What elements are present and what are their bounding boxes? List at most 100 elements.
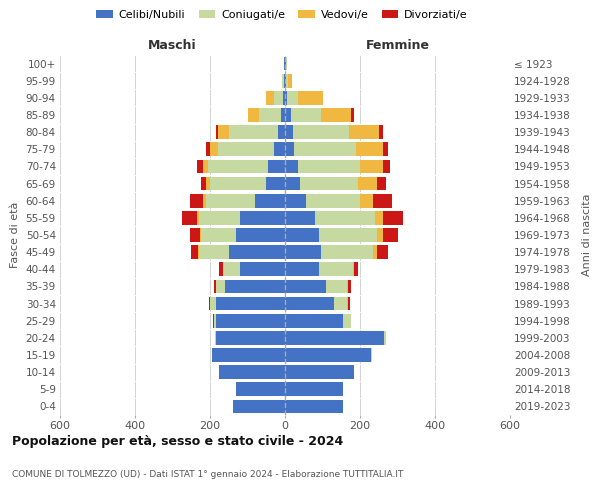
Bar [203, 160, 208, 173]
Bar [229, 126, 277, 139]
Bar [199, 228, 200, 242]
Bar [203, 194, 206, 207]
Bar [225, 280, 285, 293]
Bar [355, 262, 358, 276]
Bar [285, 382, 343, 396]
Bar [212, 348, 285, 362]
Legend: Celibi/Nubili, Coniugati/e, Vedovi/e, Divorziati/e: Celibi/Nubili, Coniugati/e, Vedovi/e, Di… [92, 6, 472, 25]
Bar [347, 296, 349, 310]
Bar [229, 246, 285, 259]
Bar [236, 228, 285, 242]
Text: Popolazione per età, sesso e stato civile - 2024: Popolazione per età, sesso e stato civil… [12, 435, 343, 448]
Bar [199, 246, 229, 259]
Bar [209, 296, 210, 310]
Bar [383, 160, 390, 173]
Bar [284, 56, 285, 70]
Bar [199, 211, 240, 224]
Bar [266, 176, 285, 190]
Bar [215, 280, 225, 293]
Bar [319, 228, 377, 242]
Bar [285, 194, 305, 207]
Bar [285, 56, 286, 70]
Bar [200, 176, 206, 190]
Bar [223, 262, 240, 276]
Bar [283, 91, 285, 104]
Bar [210, 142, 218, 156]
Bar [334, 296, 347, 310]
Bar [377, 176, 386, 190]
Bar [285, 348, 371, 362]
Bar [285, 262, 319, 276]
Bar [214, 280, 215, 293]
Bar [343, 314, 350, 328]
Bar [284, 74, 285, 88]
Bar [281, 108, 285, 122]
Bar [213, 314, 214, 328]
Bar [215, 126, 218, 139]
Bar [206, 194, 255, 207]
Bar [326, 280, 347, 293]
Bar [360, 194, 373, 207]
Bar [285, 126, 293, 139]
Bar [240, 211, 285, 224]
Bar [286, 56, 287, 70]
Bar [191, 246, 198, 259]
Bar [349, 126, 379, 139]
Bar [373, 246, 377, 259]
Bar [266, 91, 274, 104]
Bar [285, 74, 286, 88]
Bar [285, 280, 326, 293]
Bar [182, 211, 197, 224]
Bar [285, 91, 287, 104]
Bar [293, 126, 349, 139]
Bar [348, 280, 351, 293]
Bar [300, 176, 358, 190]
Bar [197, 211, 199, 224]
Bar [347, 280, 348, 293]
Bar [274, 142, 285, 156]
Bar [377, 246, 388, 259]
Bar [208, 160, 268, 173]
Bar [206, 176, 210, 190]
Bar [353, 262, 355, 276]
Bar [200, 228, 236, 242]
Bar [285, 211, 315, 224]
Bar [350, 314, 352, 328]
Bar [268, 160, 285, 173]
Bar [285, 228, 319, 242]
Bar [377, 228, 383, 242]
Bar [315, 211, 375, 224]
Bar [285, 142, 295, 156]
Bar [383, 142, 388, 156]
Bar [356, 142, 383, 156]
Bar [295, 142, 356, 156]
Bar [218, 126, 229, 139]
Bar [285, 314, 343, 328]
Bar [285, 176, 300, 190]
Bar [198, 246, 199, 259]
Bar [319, 262, 353, 276]
Bar [320, 246, 373, 259]
Bar [274, 91, 283, 104]
Bar [320, 108, 350, 122]
Bar [290, 108, 320, 122]
Bar [214, 314, 215, 328]
Bar [259, 108, 281, 122]
Bar [373, 194, 392, 207]
Bar [287, 91, 298, 104]
Text: Femmine: Femmine [365, 40, 430, 52]
Bar [210, 176, 266, 190]
Text: COMUNE DI TOLMEZZO (UD) - Dati ISTAT 1° gennaio 2024 - Elaborazione TUTTITALIA.I: COMUNE DI TOLMEZZO (UD) - Dati ISTAT 1° … [12, 470, 403, 479]
Bar [190, 194, 203, 207]
Bar [236, 382, 285, 396]
Bar [385, 331, 386, 344]
Text: Maschi: Maschi [148, 40, 197, 52]
Bar [360, 160, 383, 173]
Bar [215, 296, 285, 310]
Bar [298, 91, 323, 104]
Bar [220, 366, 285, 379]
Bar [255, 194, 285, 207]
Bar [285, 246, 320, 259]
Bar [383, 211, 403, 224]
Bar [358, 176, 377, 190]
